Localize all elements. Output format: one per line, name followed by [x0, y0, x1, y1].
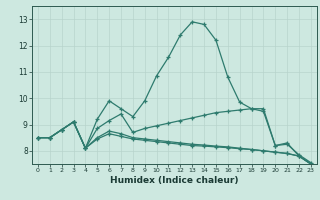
X-axis label: Humidex (Indice chaleur): Humidex (Indice chaleur) — [110, 176, 239, 185]
